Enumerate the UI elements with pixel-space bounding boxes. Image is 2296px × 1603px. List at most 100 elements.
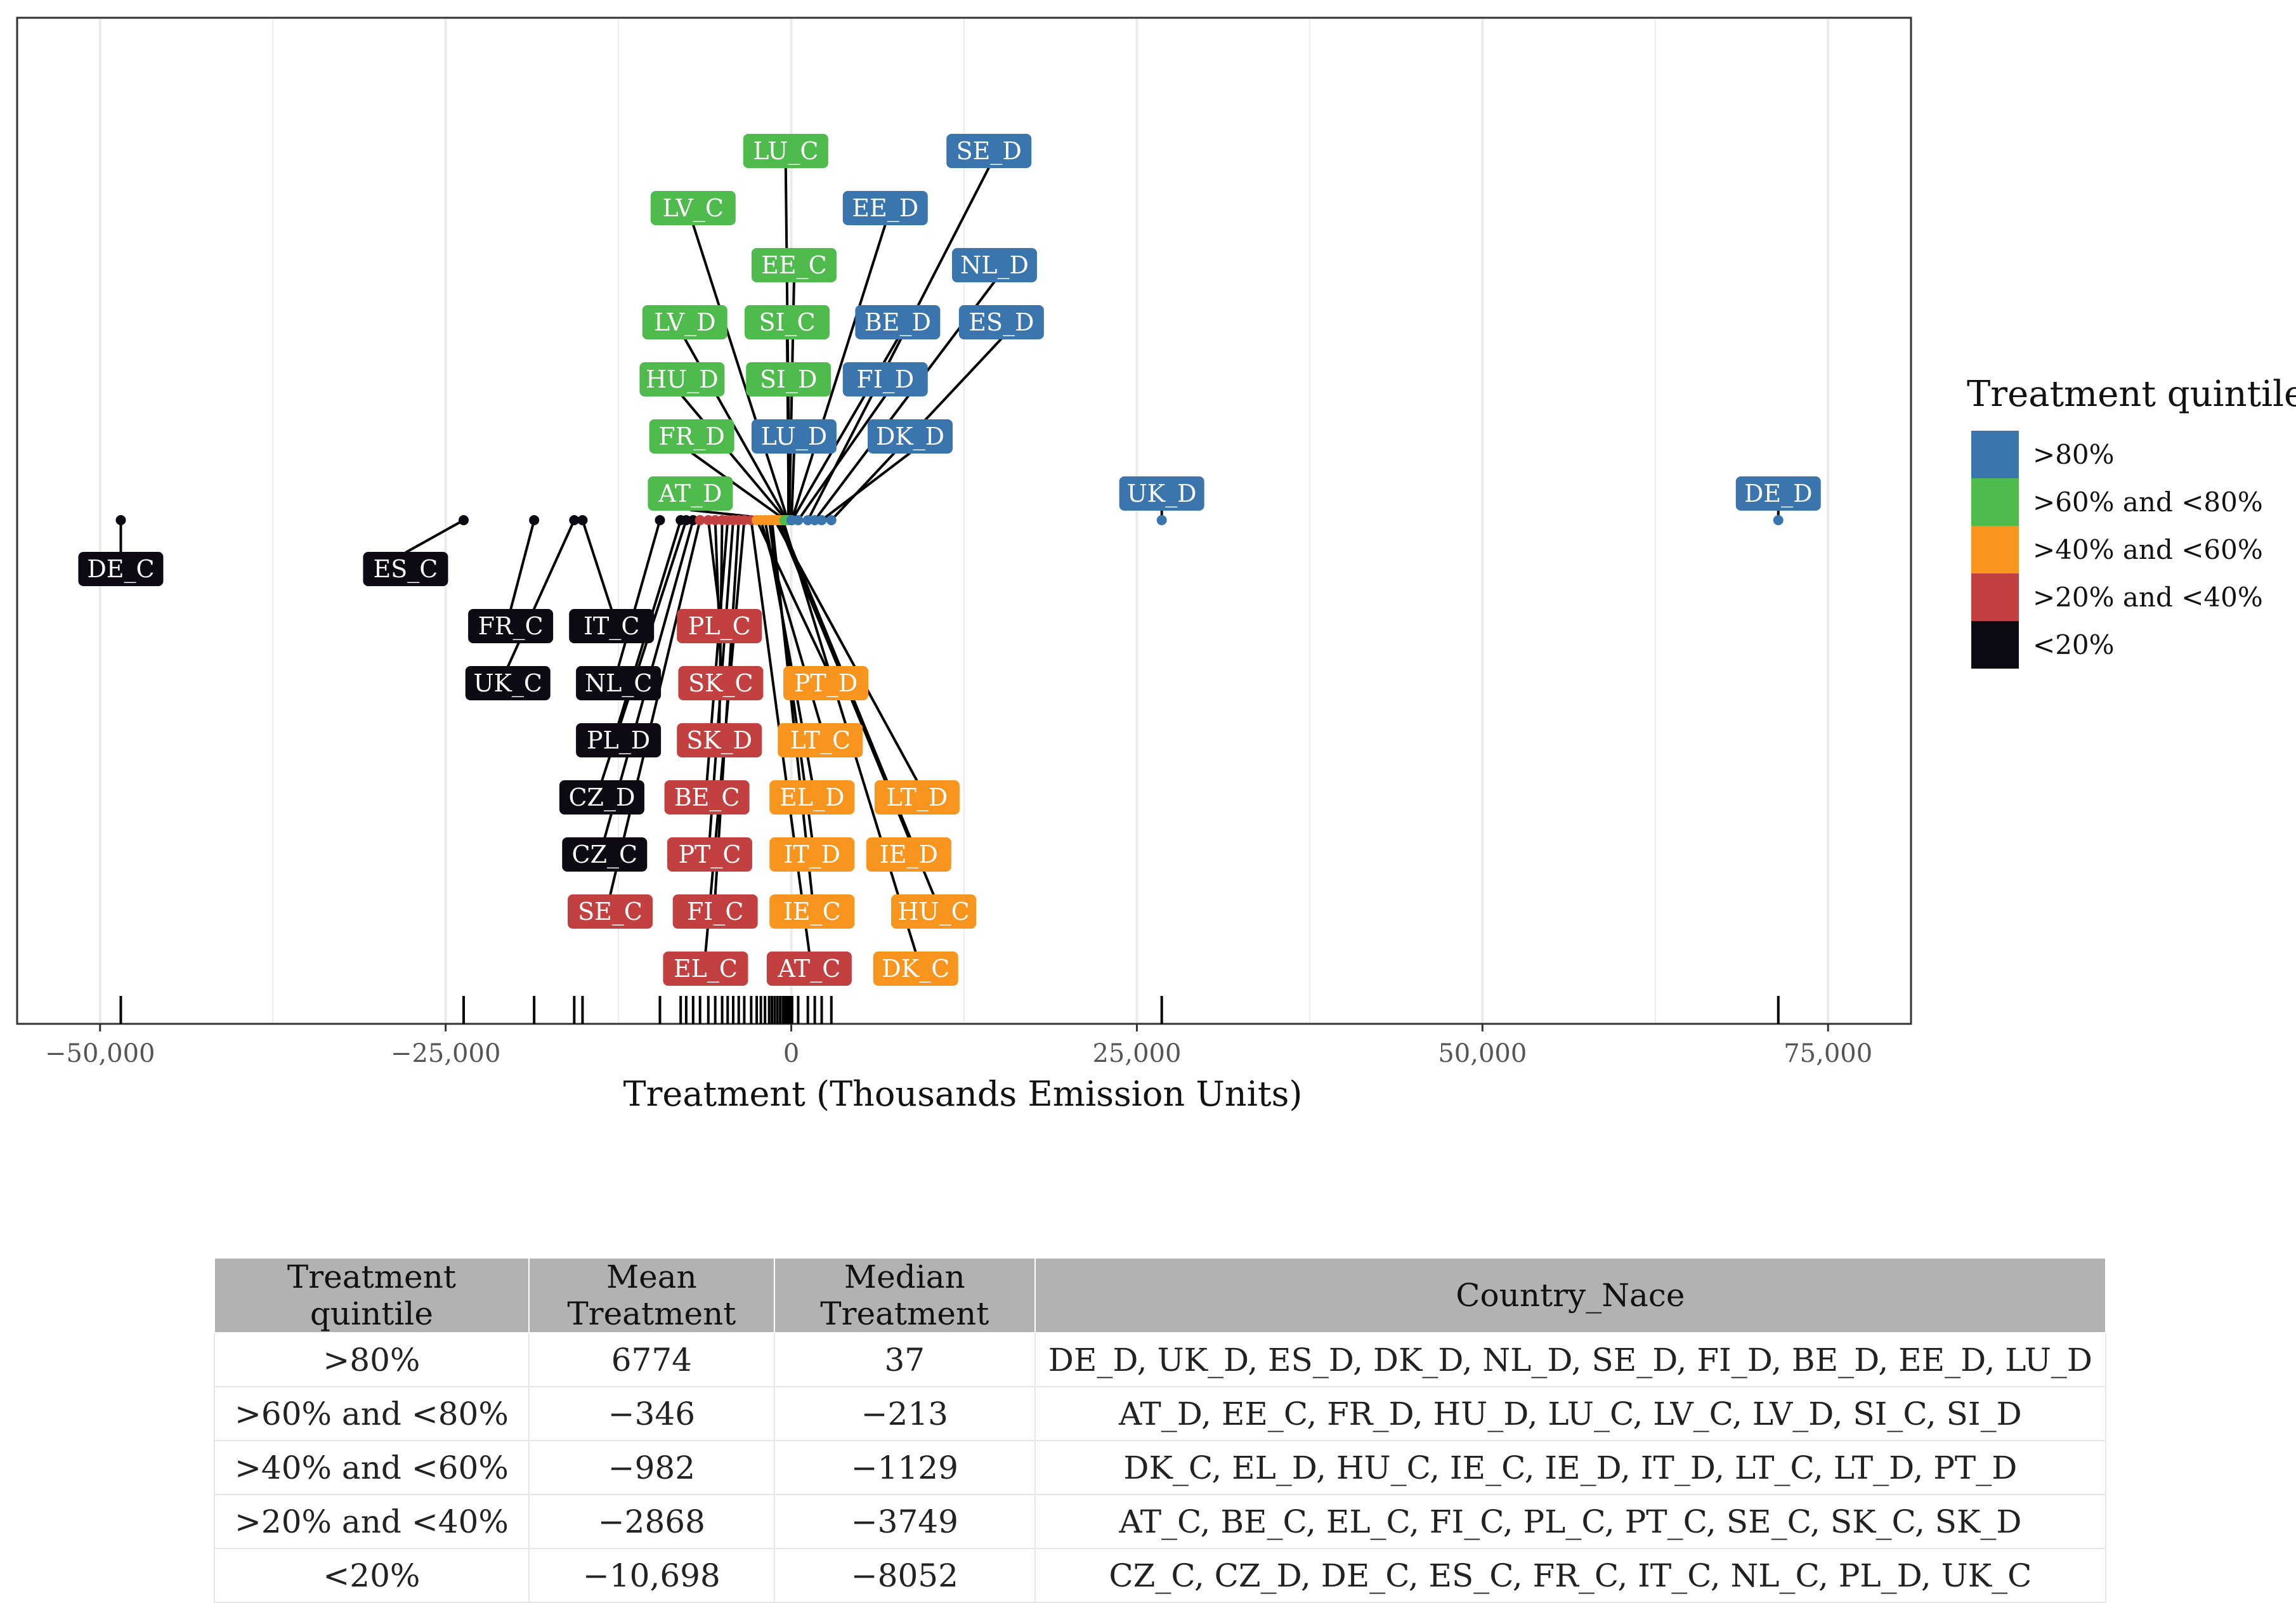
point-label-text: PL_C <box>688 612 751 641</box>
point-label-text: LU_D <box>761 422 828 451</box>
point-label-text: FI_D <box>856 365 914 394</box>
cell-quintile: >80% <box>214 1333 529 1387</box>
point-label-text: EE_C <box>761 251 827 280</box>
point-label: ES_D <box>959 305 1044 339</box>
point-label-text: DK_C <box>882 955 949 983</box>
point-label-text: SI_D <box>760 365 818 394</box>
point-label: CZ_C <box>562 837 647 872</box>
point-label-text: BE_D <box>864 308 931 337</box>
point-label-text: FR_D <box>658 422 724 451</box>
point-label: FI_C <box>673 894 758 929</box>
legend-swatch <box>1971 573 2019 621</box>
legend-swatch <box>1971 431 2019 478</box>
point-label: PT_C <box>667 837 752 872</box>
point-label: NL_C <box>576 666 661 700</box>
point-label: FR_C <box>468 609 553 643</box>
cell-quintile: >20% and <40% <box>214 1495 529 1548</box>
point-label: LV_C <box>651 191 736 225</box>
table-row: >60% and <80% −346 −213 AT_D, EE_C, FR_D… <box>214 1387 2106 1441</box>
point-label-text: UK_D <box>1127 480 1197 508</box>
legend-entry-label: >40% and <60% <box>2033 534 2263 565</box>
point-label: UK_D <box>1119 476 1204 511</box>
point-label-text: PT_D <box>794 669 858 698</box>
header-median: Median Treatment <box>774 1258 1035 1333</box>
cell-countries: DE_D, UK_D, ES_D, DK_D, NL_D, SE_D, FI_D… <box>1035 1333 2106 1387</box>
cell-mean: −982 <box>529 1441 774 1495</box>
legend-entry-label: >80% <box>2033 439 2115 470</box>
point-label: IE_C <box>769 894 854 929</box>
header-quintile: Treatment quintile <box>214 1258 529 1333</box>
point-label: SK_D <box>677 723 762 757</box>
point-label-text: HU_D <box>646 365 719 394</box>
legend-title: Treatment quintile <box>1967 374 2296 415</box>
cell-quintile: >40% and <60% <box>214 1441 529 1495</box>
point-label-text: PT_C <box>678 841 741 869</box>
point-label-text: DE_C <box>87 555 154 584</box>
point-label: SE_D <box>946 134 1031 168</box>
cell-mean: −10,698 <box>529 1548 774 1602</box>
point-label-text: DK_D <box>876 422 944 451</box>
data-point <box>1157 515 1167 525</box>
data-point <box>655 515 665 525</box>
point-label: IE_D <box>866 837 951 872</box>
point-label-text: NL_D <box>960 251 1029 280</box>
point-label: ES_C <box>363 552 448 586</box>
cell-countries: DK_C, EL_D, HU_C, IE_C, IE_D, IT_D, LT_C… <box>1035 1441 2106 1495</box>
point-label: DE_D <box>1736 476 1821 511</box>
legend: Treatment quintile >80% >60% and <80% >40%… <box>1967 374 2296 669</box>
point-label-text: PL_D <box>587 726 650 755</box>
point-label: LT_C <box>778 723 863 757</box>
point-label-text: LT_D <box>886 783 948 812</box>
x-tick-label: −25,000 <box>391 1039 500 1068</box>
point-label: EL_C <box>663 952 748 986</box>
cell-countries: AT_D, EE_C, FR_D, HU_D, LU_C, LV_C, LV_D… <box>1035 1387 2106 1441</box>
cell-countries: AT_C, BE_C, EL_C, FI_C, PL_C, PT_C, SE_C… <box>1035 1495 2106 1548</box>
point-label-text: EL_C <box>674 955 738 983</box>
x-tick-label: −50,000 <box>45 1039 155 1068</box>
table-header-row: Treatment quintile Mean Treatment Median… <box>214 1258 2106 1333</box>
point-label: DK_C <box>873 952 958 986</box>
table-row: >80% 6774 37 DE_D, UK_D, ES_D, DK_D, NL_… <box>214 1333 2106 1387</box>
legend-swatch <box>1971 621 2019 669</box>
point-label: BE_C <box>665 780 750 815</box>
x-axis-title: Treatment (Thousands Emission Units) <box>623 1074 1303 1114</box>
cell-median: −213 <box>774 1387 1035 1441</box>
header-mean: Mean Treatment <box>529 1258 774 1333</box>
point-label-text: ES_C <box>374 555 438 584</box>
point-label: LV_D <box>642 305 727 339</box>
table-row: <20% −10,698 −8052 CZ_C, CZ_D, DE_C, ES_… <box>214 1548 2106 1602</box>
legend-entry-label: >60% and <80% <box>2033 487 2263 518</box>
summary-table: Treatment quintile Mean Treatment Median… <box>214 1257 2106 1603</box>
point-label: PL_C <box>677 609 762 643</box>
cell-mean: −346 <box>529 1387 774 1441</box>
point-label-text: AT_D <box>658 480 722 508</box>
x-tick-label: 75,000 <box>1784 1039 1872 1068</box>
point-label-text: BE_C <box>674 783 740 812</box>
point-label-text: LU_C <box>753 137 818 166</box>
point-label-text: CZ_C <box>572 841 638 869</box>
point-label: IT_D <box>769 837 854 872</box>
point-label: EL_D <box>769 780 854 815</box>
x-tick-label: 0 <box>783 1039 799 1068</box>
data-point <box>529 515 539 525</box>
point-label: SE_C <box>568 894 653 929</box>
point-label: EE_C <box>752 248 837 282</box>
cell-median: −1129 <box>774 1441 1035 1495</box>
cell-mean: 6774 <box>529 1333 774 1387</box>
data-point <box>577 515 587 525</box>
legend-entry-label: <20% <box>2033 629 2115 660</box>
point-label-text: EL_D <box>779 783 844 812</box>
point-label: HU_D <box>639 362 724 396</box>
x-tick-label: 50,000 <box>1438 1039 1527 1068</box>
data-point <box>459 515 469 525</box>
data-point <box>1773 515 1784 525</box>
point-label-text: LT_C <box>790 726 851 755</box>
point-label-text: IE_D <box>880 841 938 869</box>
point-label-text: SI_C <box>759 308 815 337</box>
cell-median: −8052 <box>774 1548 1035 1602</box>
point-label: PT_D <box>783 666 868 700</box>
data-point <box>115 515 126 525</box>
point-label: EE_D <box>843 191 928 225</box>
point-label-text: IE_C <box>783 898 841 926</box>
point-label: LU_D <box>752 419 837 454</box>
